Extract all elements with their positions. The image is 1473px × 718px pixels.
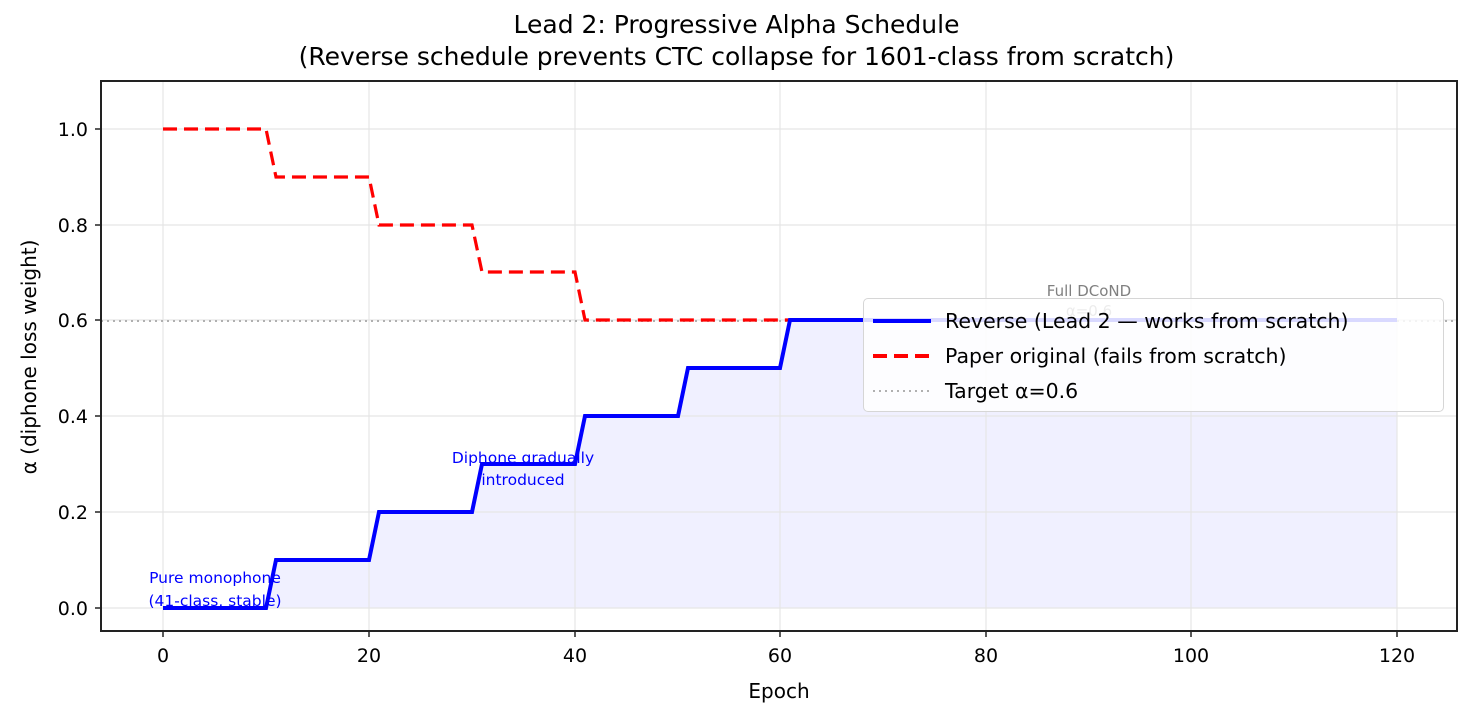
legend-item-reverse: Reverse (Lead 2 — works from scratch) <box>864 304 1349 338</box>
annotation-diphone-1: Diphone gradually <box>452 449 594 467</box>
y-axis <box>95 128 101 609</box>
annotation-diphone-2: introduced <box>481 471 564 489</box>
legend-label: Reverse (Lead 2 — works from scratch) <box>945 309 1349 333</box>
dotted-line-swatch-icon <box>873 390 931 392</box>
solid-line-swatch-icon <box>873 319 931 323</box>
annotation-monophone-2: (41-class, stable) <box>148 592 281 610</box>
x-tick-label: 120 <box>1379 645 1415 667</box>
y-tick-label: 0.0 <box>58 598 88 620</box>
y-tick-label: 0.2 <box>58 502 88 524</box>
legend-label: Target α=0.6 <box>945 379 1079 403</box>
x-tick-label: 20 <box>357 645 381 667</box>
dashed-line-swatch-icon <box>873 354 931 358</box>
paper-original-series <box>163 127 1397 322</box>
y-tick-label: 1.0 <box>58 119 88 141</box>
x-tick-label: 40 <box>563 645 587 667</box>
legend: Reverse (Lead 2 — works from scratch) Pa… <box>863 298 1444 412</box>
reverse-series <box>163 318 1397 610</box>
x-tick-label: 100 <box>1173 645 1209 667</box>
annotation-monophone-1: Pure monophone <box>149 569 281 587</box>
legend-item-paper-original: Paper original (fails from scratch) <box>864 339 1287 373</box>
chart-title-line2: (Reverse schedule prevents CTC collapse … <box>298 42 1175 71</box>
x-axis <box>162 631 1398 637</box>
x-tick-label: 60 <box>768 645 792 667</box>
legend-label: Paper original (fails from scratch) <box>945 344 1287 368</box>
plot-frame <box>100 80 1458 632</box>
annotation-full-dcond-1: Full DCoND <box>1047 282 1131 300</box>
x-tick-label: 80 <box>974 645 998 667</box>
legend-item-target: Target α=0.6 <box>864 374 1078 408</box>
y-tick-label: 0.8 <box>58 215 88 237</box>
x-axis-label: Epoch <box>748 679 809 703</box>
y-axis-label: α (diphone loss weight) <box>17 240 41 475</box>
y-tick-label: 0.4 <box>58 406 88 428</box>
x-tick-label: 0 <box>157 645 169 667</box>
chart-title-line1: Lead 2: Progressive Alpha Schedule <box>513 10 960 39</box>
y-tick-label: 0.6 <box>58 310 88 332</box>
